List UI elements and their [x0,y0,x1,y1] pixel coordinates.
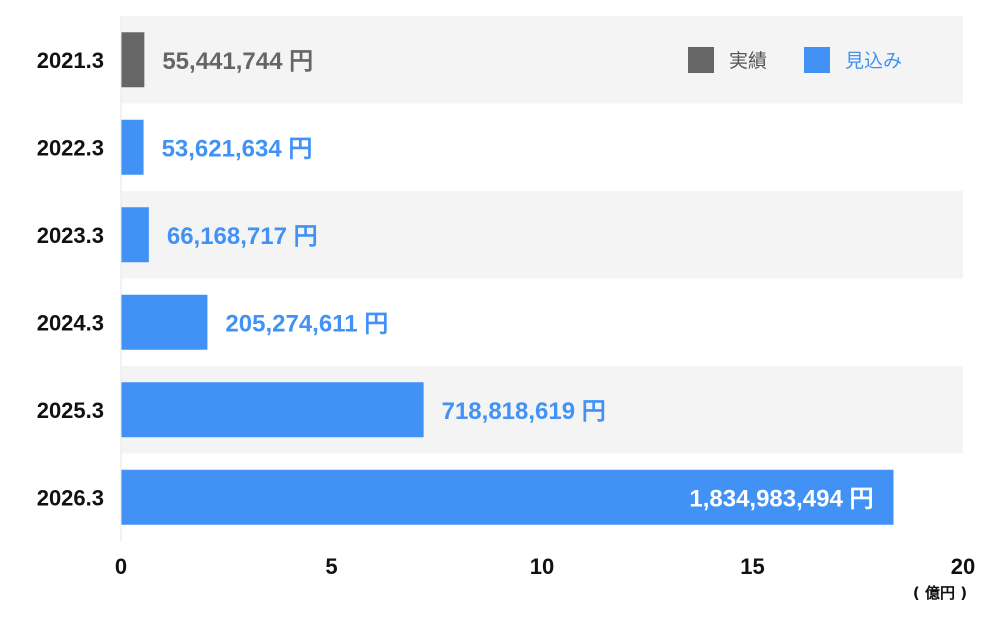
legend-label-0: 実績 [729,50,767,72]
bar-2023.3 [121,207,149,263]
legend: 実績 見込み [688,47,902,73]
category-label-2023.3: 2023.3 [37,223,104,248]
bar-2026.3 [121,469,894,525]
category-label-2022.3: 2022.3 [37,135,104,160]
legend-label-1: 見込み [845,50,902,72]
bar-2021.3 [121,32,145,88]
value-label-2021.3: 55,441,744 円 [162,48,313,75]
value-label-2022.3: 53,621,634 円 [162,135,313,162]
bar-2022.3 [121,119,144,175]
category-labels: 2021.3 2022.3 2023.3 2024.3 2025.3 2026.3 [37,48,104,511]
row-band [121,103,963,191]
row-bands [121,16,963,541]
x-tick-label: 0 [115,554,127,579]
x-tick-label: 15 [740,554,764,579]
value-label-2025.3: 718,818,619 円 [442,398,606,425]
legend-swatch-1 [804,47,830,73]
category-label-2025.3: 2025.3 [37,398,104,423]
x-tick-label: 20 [951,554,975,579]
row-band [121,278,963,366]
category-label-2024.3: 2024.3 [37,310,104,335]
value-label-2023.3: 66,168,717 円 [167,223,318,250]
value-label-2024.3: 205,274,611 円 [225,310,388,337]
value-labels: 55,441,744 円 53,621,634 円 66,168,717 円 205,… [162,48,874,513]
legend-swatch-0 [688,47,714,73]
bar-2025.3 [121,382,424,438]
category-label-2026.3: 2026.3 [37,485,104,510]
bars [121,32,894,525]
x-unit-label: ( 億円 ) [913,584,967,602]
x-tick-label: 5 [325,554,337,579]
bar-2024.3 [121,294,208,350]
x-axis: 0 5 10 15 20 ( 億円 ) [115,16,975,602]
x-tick-label: 10 [530,554,554,579]
row-band [121,191,963,279]
category-label-2021.3: 2021.3 [37,48,104,73]
value-label-2026.3: 1,834,983,494 円 [689,485,873,512]
